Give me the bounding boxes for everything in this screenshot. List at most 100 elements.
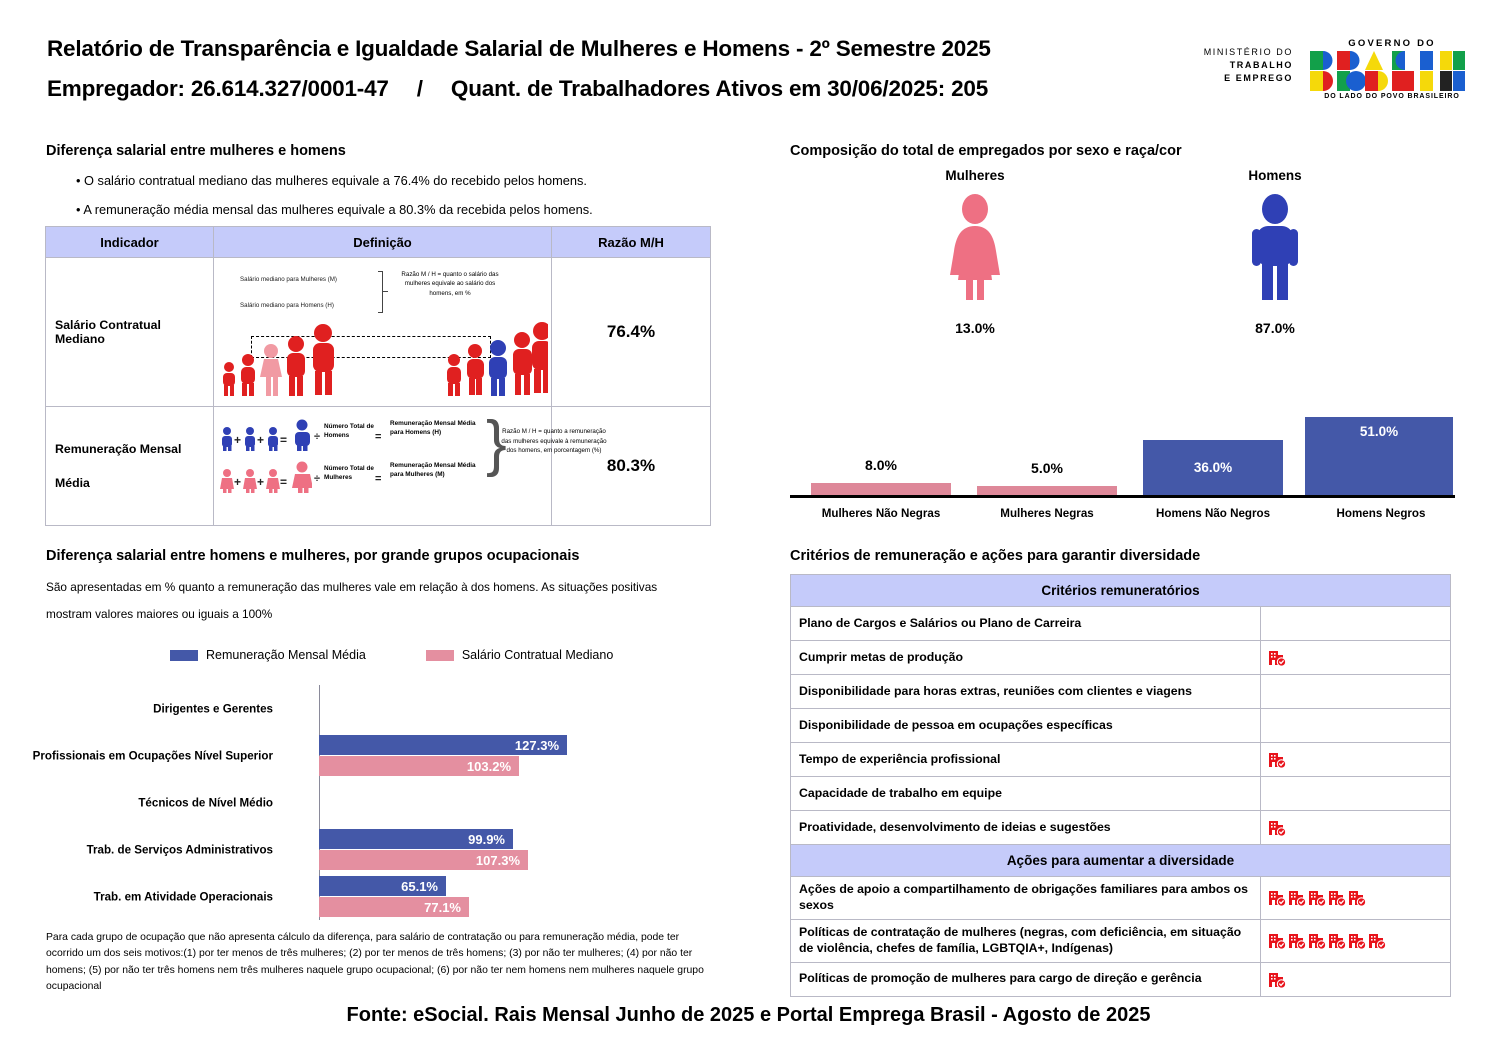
ministry-line-3: E EMPREGO (1224, 73, 1293, 84)
pictogram-women-label: Mulheres (945, 168, 1005, 183)
government-logo: MINISTÉRIO DO TRABALHO E EMPREGO GOVERNO… (1178, 38, 1478, 110)
indicator-median-salary: Salário Contratual Mediano (45, 257, 214, 407)
median-salary-diagram: Salário mediano para Mulheres (M) Salári… (218, 262, 552, 402)
col-razao: Razão M/H (551, 226, 711, 258)
occupational-bar-chart: Dirigentes e Gerentes Profissionais em O… (33, 685, 686, 920)
criteria-marks (1259, 674, 1452, 709)
ratio-value-median-salary: 76.4% (551, 257, 711, 407)
occ-row-3: Trab. de Serviços Administrativos 99.9% … (46, 826, 686, 873)
occ-category-label-1: Profissionais em Ocupações Nível Superio… (32, 749, 273, 762)
occ-category-label-4: Trab. em Atividade Operacionais (93, 890, 273, 903)
criteria-table: Critérios remuneratórios Plano de Cargos… (790, 574, 1452, 997)
occ-bars-1: 127.3% 103.2% (319, 732, 679, 779)
bullet-median-salary: • O salário contratual mediano das mulhe… (76, 173, 587, 188)
criteria-label: Disponibilidade para horas extras, reuni… (790, 674, 1261, 709)
pictogram-men: Homens 87.0% (1175, 168, 1375, 336)
criteria-label: Ações de apoio a compartilhamento de obr… (790, 876, 1261, 920)
criteria-section-header: Ações para aumentar a diversidade (790, 844, 1451, 877)
table-row: Disponibilidade de pessoa em ocupações e… (790, 708, 1452, 743)
occ-bar-blue-1: 127.3% (319, 735, 567, 755)
gov-logo-bottom-text: DO LADO DO POVO BRASILEIRO (1324, 93, 1460, 100)
company-check-icon (1267, 931, 1287, 951)
occ-row-4: Trab. em Atividade Operacionais 65.1% 77… (46, 873, 686, 920)
race-value-label-0: 8.0% (865, 456, 897, 473)
occ-category-label-0: Dirigentes e Gerentes (153, 702, 273, 715)
race-bar-1 (977, 485, 1117, 495)
company-check-icon (1327, 931, 1347, 951)
diagram-brace-icon: } (486, 409, 507, 478)
company-check-icon (1267, 750, 1287, 769)
company-check-icon (1267, 888, 1287, 908)
legend-swatch-pink (425, 649, 454, 661)
table-row: Proatividade, desenvolvimento de ideias … (790, 810, 1452, 845)
table-row: Disponibilidade para horas extras, reuni… (790, 674, 1452, 709)
diagram-note-2: Razão M / H = quanto a remuneração das m… (501, 428, 607, 455)
occ-row-0: Dirigentes e Gerentes (46, 685, 686, 732)
occ-bar-pink-4: 77.1% (319, 897, 469, 917)
section-title-criteria: Critérios de remuneração e ações para ga… (790, 548, 1201, 564)
ratio-value-monthly-pay: 80.3% (551, 406, 711, 526)
company-check-icon (1367, 931, 1387, 951)
criteria-marks (1259, 776, 1452, 811)
page-footer-source: Fonte: eSocial. Rais Mensal Junho de 202… (346, 1004, 1151, 1026)
chart-axis-line (319, 685, 320, 920)
man-icon (1252, 194, 1298, 300)
criteria-section-header-row: Critérios remuneratórios (790, 574, 1451, 607)
section-title-composition: Composição do total de empregados por se… (790, 143, 1182, 159)
company-check-icon (1347, 888, 1367, 908)
criteria-label: Políticas de promoção de mulheres para c… (790, 961, 1261, 997)
company-check-icon (1307, 888, 1327, 908)
criteria-section-header-row: Ações para aumentar a diversidade (790, 844, 1451, 877)
indicator-monthly-pay: Remuneração Mensal Média (45, 406, 214, 526)
criteria-marks (1259, 918, 1452, 963)
occ-bar-pink-3: 107.3% (319, 850, 528, 870)
occ-bar-blue-3: 99.9% (319, 829, 513, 849)
criteria-section-header: Critérios remuneratórios (790, 574, 1451, 607)
criteria-marks (1259, 742, 1452, 777)
definition-monthly-pay: + + = + + = (213, 406, 607, 526)
legend-label-median-salary: Salário Contratual Mediano (461, 648, 614, 662)
race-value-label-1: 5.0% (1031, 459, 1063, 476)
occupational-desc-line-2: mostram valores maiores ou iguais a 100% (46, 607, 273, 621)
table-row: Plano de Cargos e Salários ou Plano de C… (790, 606, 1452, 641)
table-row: Salário Contratual Mediano Salário media… (45, 257, 711, 407)
criteria-marks (1259, 640, 1452, 675)
criteria-label: Proatividade, desenvolvimento de ideias … (790, 810, 1261, 845)
brasil-logo: GOVERNO DO (1306, 38, 1478, 100)
race-bar-2: 36.0% (1143, 439, 1283, 495)
svg-text:+: + (234, 433, 241, 447)
chart-footnote: Para cada grupo de ocupação que não apre… (46, 932, 704, 993)
col-definicao: Definição (213, 226, 552, 258)
separator: / (416, 76, 423, 101)
occ-bars-3: 99.9% 107.3% (319, 826, 679, 873)
race-category-label-3: Homens Negros (1336, 507, 1426, 520)
equals-symbol-men: = (375, 431, 382, 443)
women-count-label: Número Total de Mulheres (324, 465, 374, 482)
race-bar-group-0: 8.0% (798, 457, 964, 495)
women-figures-icon: + + = (220, 461, 313, 497)
diagram-brace (378, 271, 383, 313)
pictogram-women: Mulheres 13.0% (875, 168, 1075, 336)
company-check-icon (1267, 970, 1287, 989)
employer-label: Empregador: 26.614.327/0001-47 (47, 76, 389, 101)
brasil-wordmark-icon (1310, 51, 1465, 91)
ministry-logo: MINISTÉRIO DO TRABALHO E EMPREGO (1178, 46, 1293, 85)
page-title: Relatório de Transparência e Igualdade S… (47, 36, 991, 61)
legend-label-average-pay: Remuneração Mensal Média (206, 648, 366, 662)
men-result-label: Remuneração Mensal Média para Homens (H) (390, 420, 476, 437)
col-indicador: Indicador (45, 226, 214, 258)
occ-bar-blue-4: 65.1% (319, 876, 446, 896)
criteria-marks (1259, 708, 1452, 743)
diagram-note: Razão M / H = quanto o salário das mulhe… (401, 271, 499, 297)
chart-legend: Remuneração Mensal Média Salário Contrat… (170, 648, 613, 662)
men-figures-icon: + + = (222, 419, 310, 455)
pictogram-men-percent: 87.0% (1255, 320, 1295, 336)
section-title-occupational-groups: Diferença salarial entre homens e mulher… (46, 548, 580, 564)
legend-swatch-blue (170, 649, 198, 661)
race-value-label-2: 36.0% (1193, 459, 1233, 475)
svg-text:+: + (234, 475, 241, 489)
woman-icon (950, 194, 1000, 300)
criteria-marks (1259, 876, 1452, 920)
brasil-logo-blocks (1310, 51, 1474, 91)
men-pictogram-row: + + = (220, 419, 310, 455)
